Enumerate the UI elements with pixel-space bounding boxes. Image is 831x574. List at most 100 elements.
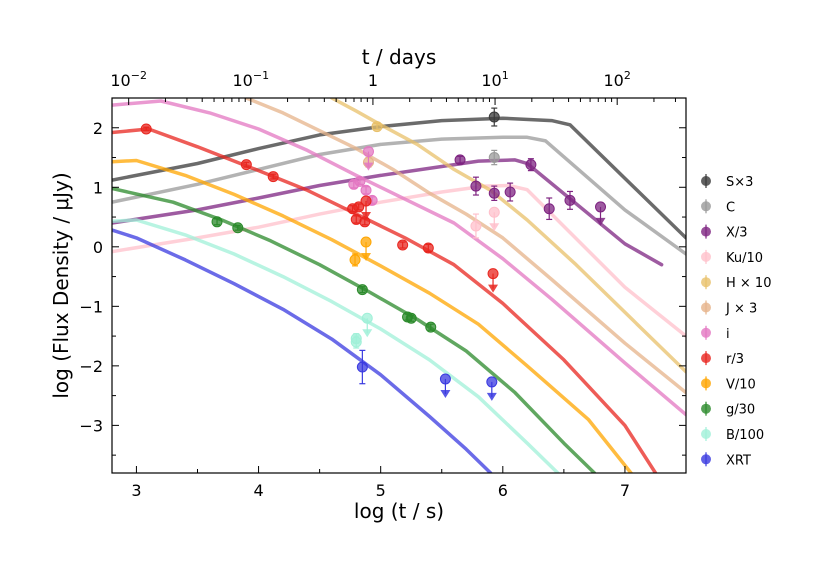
upper-limit-v-10 <box>360 236 372 262</box>
limit-marker <box>360 236 372 248</box>
point-marker <box>267 171 279 183</box>
point-s-3 <box>488 107 500 127</box>
point-marker <box>488 152 500 164</box>
top-axis-title: t / days <box>362 45 437 69</box>
limit-arrow <box>361 253 372 262</box>
curve-r-3 <box>112 127 658 473</box>
point-r-3 <box>397 239 409 251</box>
legend-label: XRT <box>726 453 751 468</box>
x-tick-label: 7 <box>620 481 630 500</box>
legend-label: B/100 <box>726 428 764 443</box>
point-r-3 <box>353 201 365 213</box>
curve-j-3 <box>244 98 686 395</box>
legend-item-xrt: XRT <box>701 452 751 468</box>
upper-limit-i <box>362 146 374 171</box>
limit-arrow <box>486 392 497 401</box>
x-tick-label: 5 <box>376 481 386 500</box>
point-marker <box>350 332 362 344</box>
x-tick-label: 6 <box>498 481 508 500</box>
curve-b-100 <box>112 218 560 473</box>
legend-marker <box>701 176 711 186</box>
legend-marker <box>701 277 711 288</box>
point-r-3 <box>140 123 152 135</box>
point-i <box>354 175 366 187</box>
upper-limit-xrt <box>439 373 451 398</box>
point-r-3 <box>267 171 279 183</box>
legend-item-s-3: S×3 <box>701 174 753 190</box>
point-marker <box>356 284 368 296</box>
x-axis-title: log (t / s) <box>354 499 444 523</box>
point-r-3 <box>240 159 252 171</box>
point-x-3 <box>454 154 466 166</box>
limit-marker <box>487 268 499 280</box>
point-marker <box>356 361 368 373</box>
point-ku-10 <box>470 213 482 239</box>
point-x-3 <box>543 197 555 221</box>
legend-label: V/10 <box>726 377 756 392</box>
limit-arrow <box>489 223 500 232</box>
legend-item-ku-10: Ku/10 <box>701 249 763 266</box>
point-marker <box>360 184 372 196</box>
legend-item-h-10: H × 10 <box>701 275 771 291</box>
legend-item-i: i <box>701 325 730 342</box>
point-marker <box>564 194 576 206</box>
point-g-30 <box>232 222 244 234</box>
legend-label: X/3 <box>726 226 748 241</box>
tick-labels: 3 4 5 6 7 −3 −2 −1 0 1 2 10−2 10−1 1 101 102 <box>79 69 630 500</box>
point-x-3 <box>504 182 516 202</box>
legend-marker <box>701 251 711 262</box>
curve-g-30 <box>112 186 597 473</box>
legend-label: H × 10 <box>726 276 771 291</box>
x-tick-label: 4 <box>253 481 263 500</box>
legend-marker <box>701 201 711 212</box>
point-marker <box>349 254 361 266</box>
legend-label: S×3 <box>726 175 753 190</box>
legend-marker <box>701 302 711 313</box>
top-tick-label: 102 <box>604 69 631 90</box>
point-h-10 <box>371 121 383 133</box>
curve-h-10 <box>330 98 686 374</box>
point-x-3 <box>470 176 482 196</box>
legend: S×3 C X/3 Ku/10 H × 10 J × 3 i r/3 V/10 g/30 B/100… <box>701 174 771 468</box>
point-r-3 <box>350 213 362 225</box>
top-tick-label: 101 <box>481 69 508 90</box>
point-marker <box>359 216 371 228</box>
point-marker <box>425 321 437 333</box>
y-tick-label: 1 <box>93 178 103 197</box>
legend-label: r/3 <box>726 352 744 367</box>
point-b-100 <box>350 332 362 344</box>
point-x-3 <box>525 158 537 172</box>
point-marker <box>470 220 482 232</box>
legend-marker <box>701 353 711 364</box>
y-tick-label: −3 <box>79 416 103 435</box>
point-marker <box>422 242 434 254</box>
limit-marker <box>439 373 451 385</box>
point-marker <box>488 111 500 123</box>
legend-marker <box>701 226 711 237</box>
point-marker <box>454 154 466 166</box>
upper-limit-ku-10 <box>488 206 500 232</box>
legend-marker <box>701 403 711 414</box>
y-tick-label: 0 <box>93 238 103 257</box>
curve-c <box>112 135 686 256</box>
limit-arrow <box>488 284 499 293</box>
point-c <box>488 149 500 166</box>
limit-arrow <box>362 329 373 338</box>
point-x-3 <box>564 190 576 210</box>
model-curves <box>112 98 686 473</box>
axis-ticks <box>112 97 687 473</box>
limit-marker <box>362 146 374 158</box>
point-marker <box>371 121 383 133</box>
legend-item-g-30: g/30 <box>701 401 755 418</box>
limit-marker <box>486 376 498 388</box>
limit-marker <box>361 312 373 324</box>
point-r-3 <box>359 216 371 228</box>
point-marker <box>353 201 365 213</box>
point-marker <box>525 159 537 171</box>
upper-limit-x-3 <box>595 201 607 226</box>
limit-arrow <box>595 217 606 226</box>
limit-arrow <box>440 389 451 398</box>
top-tick-label: 10−2 <box>110 69 147 90</box>
point-marker <box>470 180 482 192</box>
